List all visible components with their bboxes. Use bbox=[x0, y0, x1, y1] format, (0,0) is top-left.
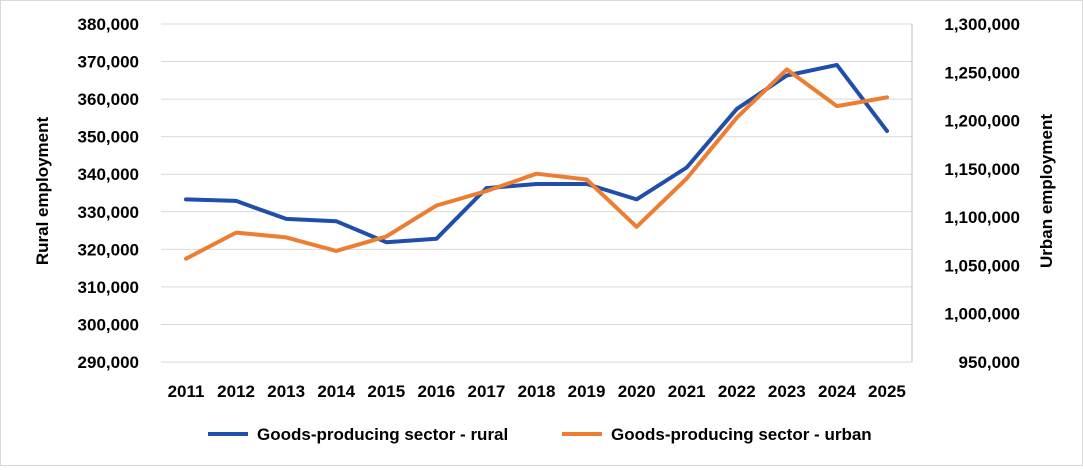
right-tick-label: 1,200,000 bbox=[944, 112, 1020, 131]
left-tick-label: 380,000 bbox=[78, 15, 139, 34]
left-tick-label: 310,000 bbox=[78, 278, 139, 297]
left-axis-ticks: 290,000 300,000 310,000 320,000 330,000 340,0… bbox=[78, 15, 139, 372]
x-tick-label: 2017 bbox=[468, 382, 506, 401]
x-tick-label: 2016 bbox=[417, 382, 455, 401]
left-tick-label: 350,000 bbox=[78, 128, 139, 147]
left-tick-label: 300,000 bbox=[78, 315, 139, 334]
x-tick-label: 2011 bbox=[168, 382, 205, 401]
right-tick-label: 1,300,000 bbox=[944, 15, 1020, 34]
left-axis-title: Rural employment bbox=[33, 117, 52, 266]
left-tick-label: 330,000 bbox=[78, 203, 139, 222]
right-tick-label: 1,150,000 bbox=[944, 160, 1020, 179]
left-tick-label: 340,000 bbox=[78, 165, 139, 184]
right-tick-label: 1,250,000 bbox=[944, 63, 1020, 82]
right-tick-label: 1,050,000 bbox=[944, 256, 1020, 275]
x-tick-label: 2025 bbox=[868, 382, 906, 401]
x-tick-label: 2013 bbox=[267, 382, 305, 401]
right-tick-label: 1,100,000 bbox=[944, 208, 1020, 227]
x-tick-label: 2021 bbox=[668, 382, 706, 401]
x-tick-label: 2014 bbox=[317, 382, 355, 401]
x-tick-label: 2012 bbox=[217, 382, 255, 401]
left-tick-label: 370,000 bbox=[78, 53, 139, 72]
x-tick-label: 2020 bbox=[618, 382, 656, 401]
x-tick-label: 2015 bbox=[367, 382, 405, 401]
legend: Goods-producing sector - rural Goods-prod… bbox=[208, 425, 872, 444]
x-tick-label: 2018 bbox=[518, 382, 556, 401]
x-tick-label: 2024 bbox=[818, 382, 856, 401]
right-axis-title: Urban employment bbox=[1037, 114, 1056, 268]
legend-label-rural: Goods-producing sector - rural bbox=[257, 425, 508, 444]
x-tick-label: 2022 bbox=[718, 382, 756, 401]
series-line-rural bbox=[184, 62, 889, 245]
x-axis-ticks: 2011 2012 2013 2014 2015 2016 2017 2018 2019 2020… bbox=[168, 382, 906, 401]
x-tick-label: 2023 bbox=[768, 382, 806, 401]
series-line-urban bbox=[184, 67, 889, 261]
x-tick-label: 2019 bbox=[568, 382, 606, 401]
right-tick-label: 1,000,000 bbox=[944, 305, 1020, 324]
left-tick-label: 320,000 bbox=[78, 240, 139, 259]
right-tick-label: 950,000 bbox=[959, 353, 1020, 372]
left-tick-label: 360,000 bbox=[78, 90, 139, 109]
legend-label-urban: Goods-producing sector - urban bbox=[611, 425, 872, 444]
series-lines bbox=[184, 62, 889, 261]
left-tick-label: 290,000 bbox=[78, 353, 139, 372]
right-axis-ticks: 950,000 1,000,000 1,050,000 1,100,000 1,150,… bbox=[944, 15, 1020, 372]
